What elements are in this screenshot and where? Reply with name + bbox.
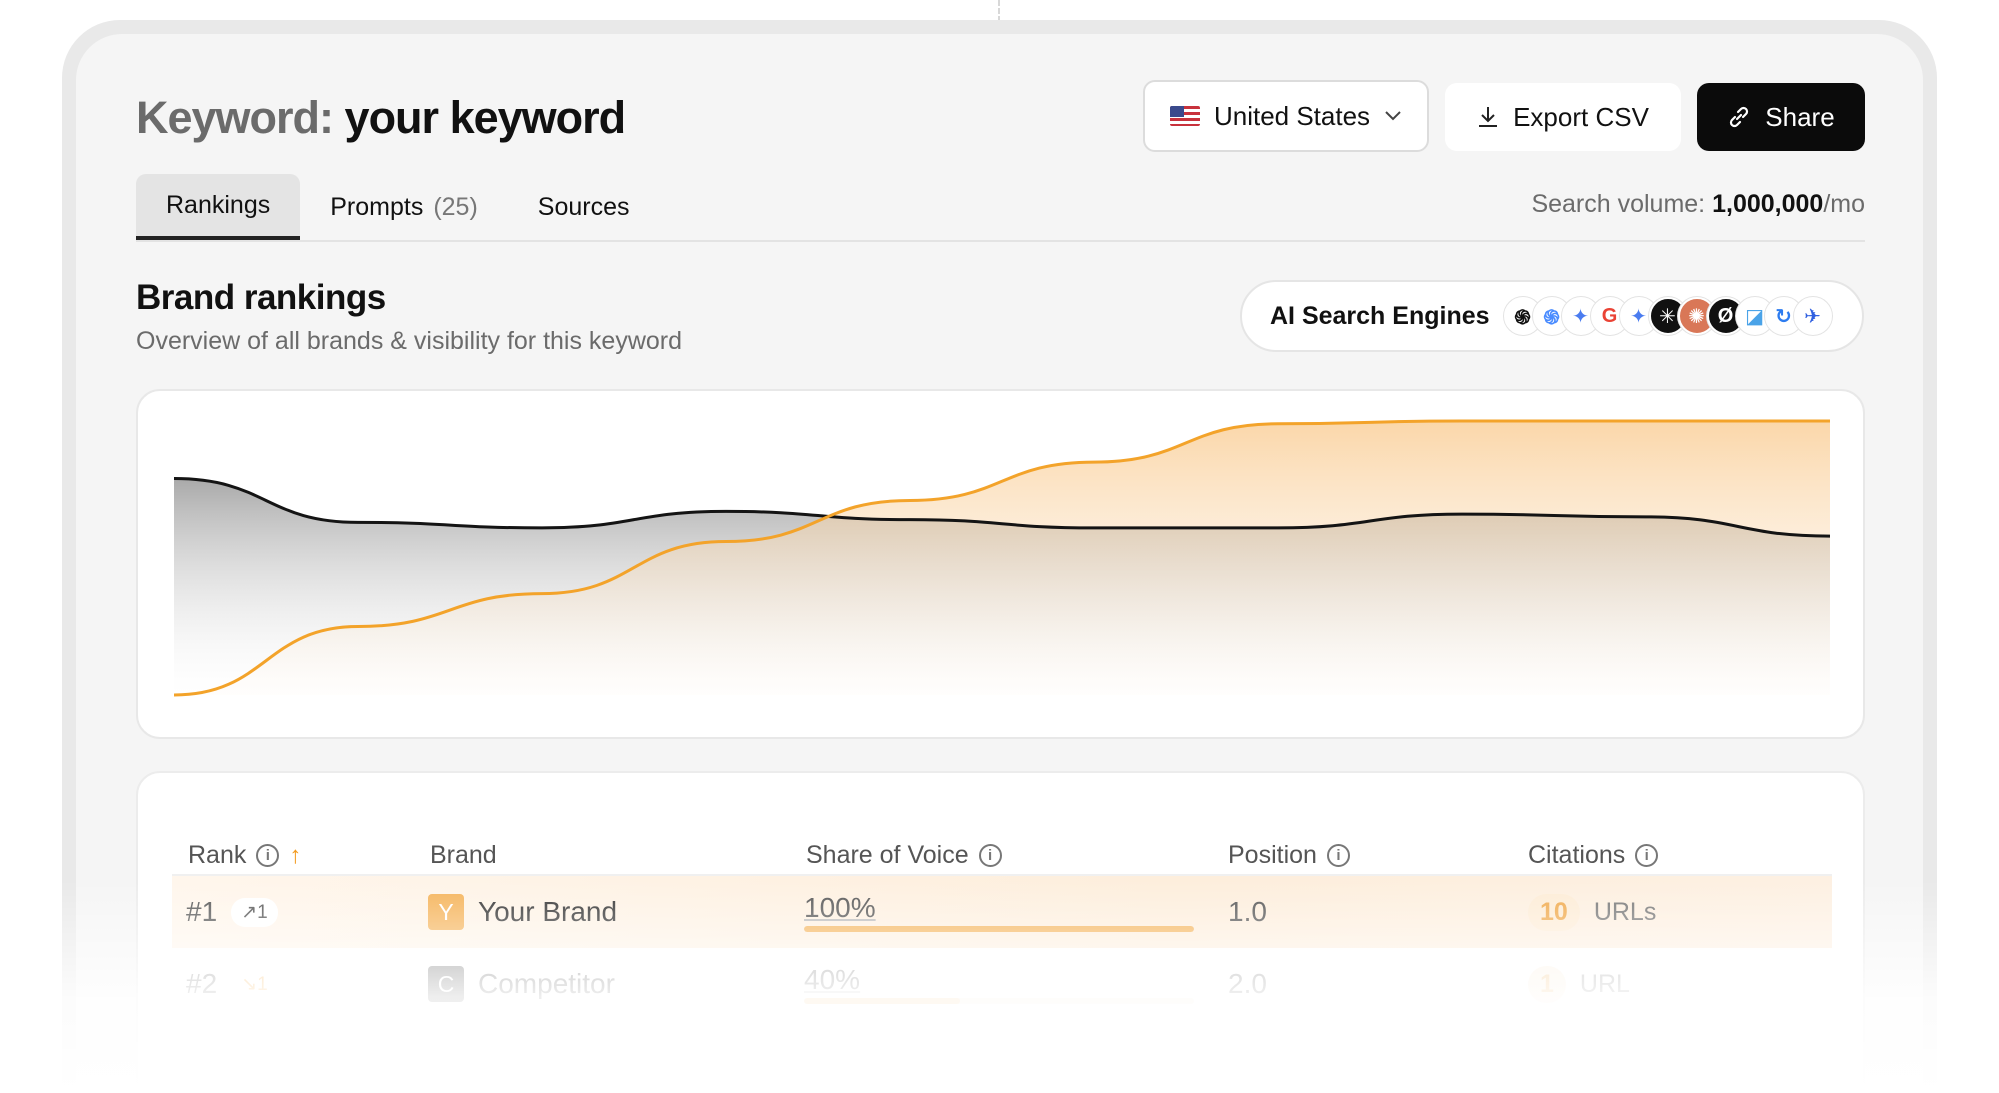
table-row[interactable]: #2 ↘1 C Competitor 40% 2.0 1 URL	[172, 948, 1832, 1020]
meta-ai-icon: ֍	[1532, 297, 1571, 335]
series-2-line	[173, 419, 1830, 697]
column-label: Citations	[1528, 841, 1626, 869]
info-icon[interactable]: i	[256, 844, 280, 867]
brand-logo: C	[428, 966, 464, 1002]
rankings-table: Rank i ↑ Brand Share of Voice i Position…	[136, 771, 1865, 1093]
search-volume-value: 1,000,000	[1712, 190, 1824, 218]
info-icon[interactable]: i	[1635, 844, 1659, 867]
country-select[interactable]: United States	[1143, 80, 1429, 152]
share-of-voice-cell: 40%	[804, 948, 1194, 1020]
tab-label: Prompts	[330, 192, 424, 221]
share-of-voice-bar	[804, 926, 1194, 932]
column-header-position[interactable]: Position i	[1228, 841, 1350, 870]
share-of-voice-fill	[804, 998, 960, 1004]
brand-cell: Y Your Brand	[428, 876, 617, 948]
brand-name: Competitor	[478, 968, 615, 999]
column-label: Rank	[188, 841, 247, 869]
series-2-area	[174, 421, 1830, 695]
tab-label: Rankings	[166, 190, 271, 219]
rank-change-up: ↗1	[231, 897, 278, 927]
perplexity-icon: ✳	[1648, 297, 1687, 335]
export-label: Export CSV	[1513, 101, 1649, 132]
citations-count[interactable]: 1	[1528, 965, 1566, 1003]
info-icon[interactable]: i	[978, 844, 1002, 867]
tab-sources[interactable]: Sources	[508, 174, 660, 240]
share-label: Share	[1765, 101, 1835, 132]
citations-cell: 10 URLs	[1528, 876, 1656, 948]
rank-cell: #1 ↗1	[186, 876, 278, 948]
rank-value: #2	[186, 968, 218, 999]
export-csv-button[interactable]: Export CSV	[1445, 83, 1681, 151]
citations-count[interactable]: 10	[1528, 893, 1580, 931]
link-icon	[1730, 106, 1749, 128]
engine-logos: ֍ ֍ ✦ G ✦ ✳ ✺ Ø ◪ ↻ ✈	[1503, 297, 1832, 335]
share-of-voice-value: 40%	[804, 964, 861, 995]
position-cell: 1.0	[1228, 896, 1267, 927]
rank-value: #1	[186, 896, 218, 927]
tab-divider	[136, 240, 1865, 242]
brand-cell: C Competitor	[428, 948, 615, 1020]
title-prefix: Keyword:	[136, 92, 334, 143]
column-label: Position	[1228, 841, 1317, 869]
citations-unit: URL	[1579, 969, 1630, 998]
column-header-brand[interactable]: Brand	[430, 841, 497, 870]
citations-unit: URLs	[1593, 897, 1657, 926]
search-volume-unit: /mo	[1823, 190, 1865, 218]
ai-search-engines-pill[interactable]: AI Search Engines ֍ ֍ ✦ G ✦ ✳ ✺ Ø ◪ ↻ ✈	[1240, 280, 1864, 352]
citations-cell: 1 URL	[1528, 948, 1630, 1020]
search-volume: Search volume: 1,000,000/mo	[1531, 190, 1865, 219]
share-of-voice-fill	[804, 926, 1194, 932]
search-volume-label: Search volume:	[1531, 190, 1706, 218]
rank-cell: #2 ↘1	[186, 948, 278, 1020]
page-title: Keyword: your keyword	[136, 92, 627, 144]
share-of-voice-cell: 100%	[804, 876, 1194, 948]
us-flag-icon	[1169, 106, 1200, 126]
tab-bar: Rankings Prompts (25) Sources	[136, 174, 660, 240]
title-keyword: your keyword	[344, 92, 627, 143]
deepseek-icon: ↻	[1764, 297, 1803, 335]
header-divider	[172, 874, 1832, 876]
tab-label: Sources	[537, 192, 630, 221]
download-icon	[1479, 107, 1498, 127]
brand-logo: Y	[428, 894, 464, 930]
column-label: Share of Voice	[806, 841, 969, 869]
rankings-chart-svg	[173, 419, 1831, 697]
brand-name: Your Brand	[478, 896, 618, 927]
share-of-voice-bar	[804, 998, 1194, 1004]
country-label: United States	[1213, 100, 1371, 131]
column-header-citations[interactable]: Citations i	[1528, 841, 1659, 870]
share-button[interactable]: Share	[1697, 83, 1865, 151]
share-of-voice-value: 100%	[804, 892, 876, 923]
sort-ascending-icon[interactable]: ↑	[289, 841, 302, 869]
table-row[interactable]: #1 ↗1 Y Your Brand 100% 1.0 10 URLs	[172, 876, 1832, 948]
rank-change-down: ↘1	[241, 973, 268, 995]
tab-count: (25)	[433, 192, 478, 221]
mistral-icon: ✈	[1793, 297, 1832, 335]
series-1-line	[173, 477, 1831, 538]
position-cell: 2.0	[1228, 968, 1267, 999]
chevron-down-icon	[1385, 111, 1401, 121]
section-title: Brand rankings	[136, 278, 386, 317]
top-divider	[998, 0, 1000, 22]
section-subtitle: Overview of all brands & visibility for …	[136, 327, 683, 355]
tab-prompts[interactable]: Prompts (25)	[300, 174, 508, 240]
rankings-chart	[136, 389, 1865, 739]
column-label: Brand	[430, 841, 497, 869]
info-icon[interactable]: i	[1326, 844, 1350, 867]
column-header-share-of-voice[interactable]: Share of Voice i	[806, 841, 1002, 870]
tab-rankings[interactable]: Rankings	[136, 174, 301, 240]
engines-label: AI Search Engines	[1270, 301, 1490, 330]
column-header-rank[interactable]: Rank i ↑	[188, 841, 301, 870]
